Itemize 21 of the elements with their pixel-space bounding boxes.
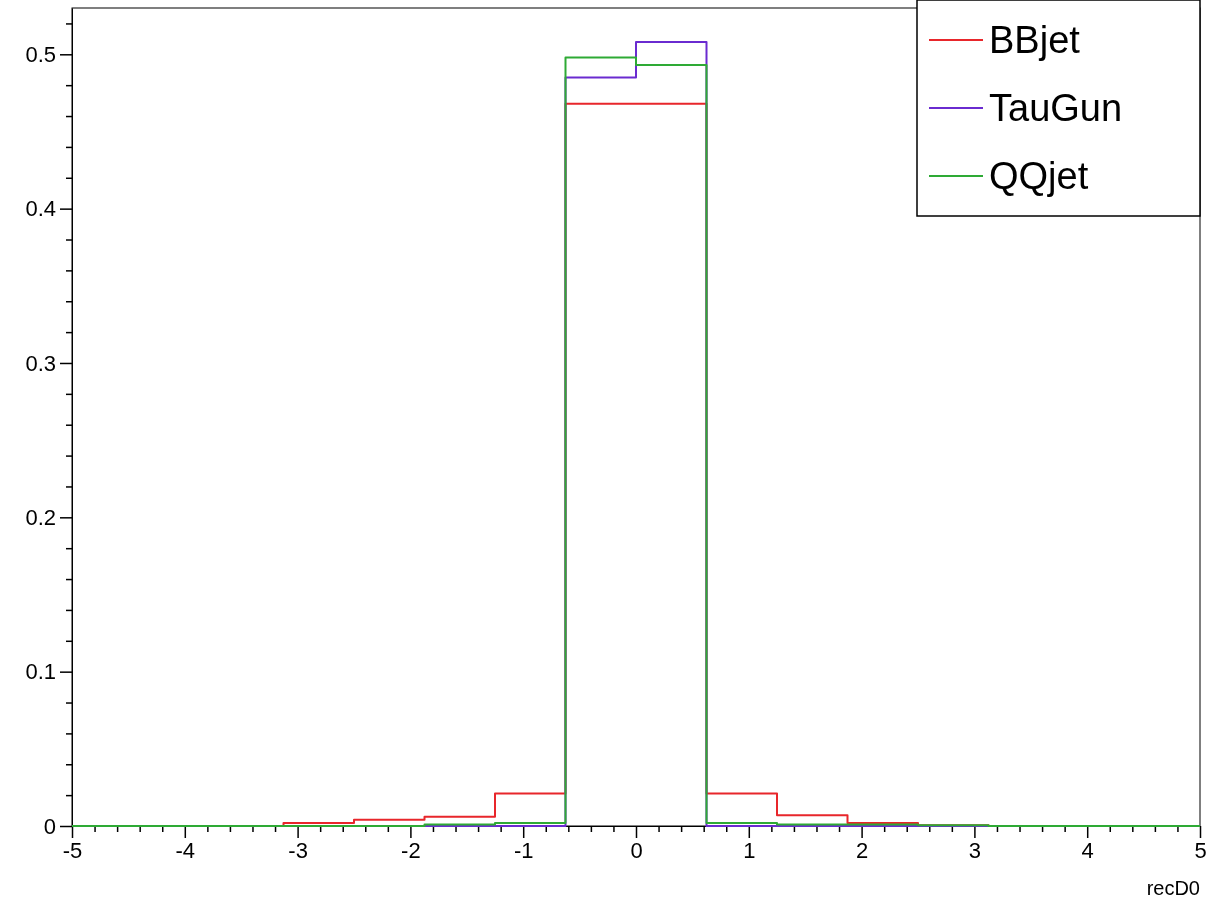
y-tick-label: 0.3 <box>25 350 56 376</box>
x-axis-title: recD0 <box>1146 877 1200 899</box>
x-tick-label: 0 <box>630 837 643 863</box>
x-tick-label: 4 <box>1081 837 1094 863</box>
legend-label: BBjet <box>989 19 1081 62</box>
y-tick-label: 0.4 <box>25 196 56 222</box>
legend-label: QQjet <box>989 155 1089 198</box>
x-tick-label: -4 <box>175 837 196 863</box>
x-tick-label: 2 <box>855 837 869 863</box>
x-tick-label: -1 <box>513 837 534 863</box>
y-tick-label: 0.5 <box>25 41 56 67</box>
x-tick-label: -2 <box>401 837 421 863</box>
x-tick-label: -3 <box>288 837 308 863</box>
legend-label: TauGun <box>989 87 1123 130</box>
x-tick-label: -5 <box>62 837 83 863</box>
y-tick-label: 0.1 <box>25 659 56 685</box>
y-tick-label: 0 <box>43 813 56 839</box>
x-tick-label: 3 <box>968 837 982 863</box>
y-tick-label: 0.2 <box>25 504 56 530</box>
x-tick-label: 1 <box>743 837 756 863</box>
x-tick-label: 5 <box>1194 837 1207 863</box>
